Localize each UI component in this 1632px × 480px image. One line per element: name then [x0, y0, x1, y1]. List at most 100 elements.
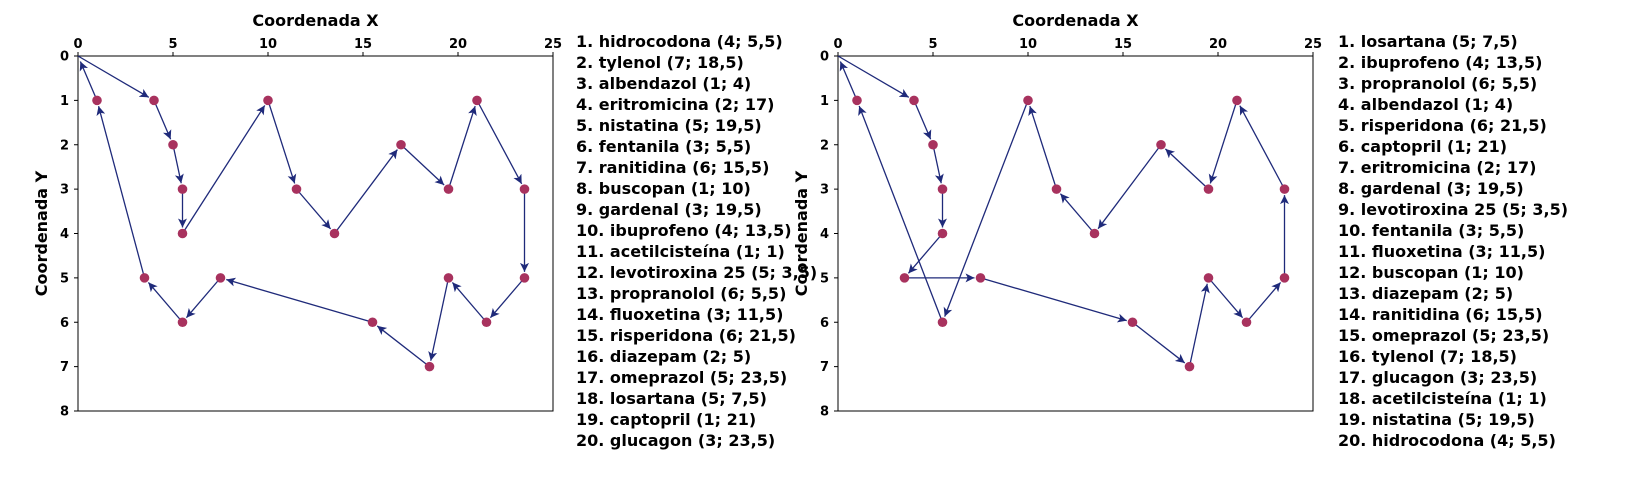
route-arrow [1028, 105, 1058, 190]
legend-item: 2. tylenol (7; 18,5) [576, 53, 744, 72]
data-point [263, 95, 273, 106]
data-point [149, 95, 159, 106]
legend-item: 17. glucagon (3; 23,5) [1338, 368, 1538, 387]
legend-item: 6. fentanila (3; 5,5) [576, 137, 752, 156]
legend-item: 16. diazepam (2; 5) [576, 347, 752, 366]
y-tick-label: 7 [820, 360, 829, 375]
y-tick-label: 3 [60, 183, 69, 198]
legend-item: 9. levotiroxina 25 (5; 3,5) [1338, 200, 1569, 219]
x-tick-label: 15 [354, 37, 372, 52]
route-legend: 1. hidrocodona (4; 5,5) 2. tylenol (7; 18… [576, 31, 817, 451]
route-arrow [267, 100, 297, 184]
data-point [937, 317, 948, 328]
x-tick-label: 10 [259, 37, 277, 52]
data-point [519, 184, 530, 194]
legend-item: 2. ibuprofeno (4; 13,5) [1338, 53, 1543, 72]
x-tick-label: 0 [73, 37, 82, 52]
route-arrow [980, 277, 1127, 323]
route-arrow [1208, 277, 1244, 319]
legend-item: 14. fluoxetina (3; 11,5) [576, 305, 784, 324]
data-point [1051, 184, 1062, 194]
data-point [899, 273, 910, 283]
y-tick-label: 7 [60, 360, 69, 375]
route-arrow [1132, 321, 1186, 364]
route-arrow [333, 149, 398, 234]
data-point [1232, 95, 1242, 106]
route-arrow [153, 100, 172, 140]
y-tick-label: 4 [820, 227, 829, 242]
x-tick-label: 20 [1209, 37, 1227, 52]
legend-item: 13. propranolol (6; 5,5) [576, 284, 787, 303]
data-point [443, 273, 454, 283]
route-arrow [1208, 100, 1238, 184]
route-arrow [1059, 193, 1095, 234]
route-arrow [79, 61, 98, 101]
route-arrow [839, 61, 858, 101]
data-point [852, 95, 862, 106]
x-tick-label: 5 [928, 37, 937, 52]
data-point [937, 228, 948, 239]
x-tick-label: 25 [544, 37, 562, 52]
data-point [1127, 317, 1138, 328]
data-point [975, 273, 986, 283]
x-tick-label: 5 [168, 37, 177, 52]
legend-item: 7. ranitidina (6; 15,5) [576, 158, 770, 177]
route-arrow [296, 188, 332, 230]
legend-item: 12. buscopan (1; 10) [1338, 263, 1524, 282]
x-axis-title: Coordenada X [252, 11, 379, 30]
data-point [481, 317, 492, 328]
route-arrow [907, 233, 943, 274]
legend-item: 5. nistatina (5; 19,5) [576, 116, 762, 135]
y-tick-label: 6 [820, 316, 829, 331]
legend-item: 19. captopril (1; 21) [576, 410, 757, 429]
route-arrow [1246, 282, 1282, 323]
legend-item: 19. nistatina (5; 19,5) [1338, 410, 1535, 429]
route-arrow [226, 277, 373, 323]
data-point [177, 228, 188, 239]
data-point [443, 184, 454, 194]
data-point [215, 273, 226, 283]
legend-item: 10. fentanila (3; 5,5) [1338, 221, 1525, 240]
legend-item: 17. omeprazol (5; 23,5) [576, 368, 788, 387]
route-arrow [837, 55, 910, 98]
route-arrow [428, 277, 450, 361]
route-arrow [1097, 144, 1162, 230]
data-point [367, 317, 378, 328]
data-point [928, 139, 938, 150]
y-tick-label: 2 [60, 138, 69, 153]
data-point [177, 317, 188, 328]
data-point [1203, 273, 1214, 283]
route-legend: 1. losartana (5; 7,5) 2. ibuprofeno (4; 1… [1338, 31, 1568, 451]
legend-item: 7. eritromicina (2; 17) [1338, 158, 1537, 177]
data-point [519, 273, 530, 283]
route-arrow [96, 106, 146, 279]
y-axis-title: Coordenada Y [32, 170, 51, 296]
route-arrow [913, 100, 932, 140]
legend-item: 3. propranolol (6; 5,5) [1338, 74, 1538, 93]
route-arrow [489, 277, 525, 319]
data-point [424, 361, 435, 372]
y-tick-label: 5 [820, 271, 829, 286]
legend-item: 6. captopril (1; 21) [1338, 137, 1508, 156]
y-tick-label: 1 [60, 94, 69, 109]
route-arrow [1164, 148, 1209, 190]
data-point [1156, 139, 1166, 150]
route-arrow [858, 105, 944, 323]
data-point [329, 228, 340, 239]
route-arrow [147, 282, 183, 323]
data-point [1279, 184, 1290, 194]
legend-item: 4. eritromicina (2; 17) [576, 95, 775, 114]
y-tick-label: 5 [60, 271, 69, 286]
data-point [168, 139, 178, 150]
y-tick-label: 0 [820, 50, 829, 65]
legend-item: 14. ranitidina (6; 15,5) [1338, 305, 1543, 324]
legend-item: 10. ibuprofeno (4; 13,5) [576, 221, 792, 240]
x-tick-label: 25 [1304, 37, 1322, 52]
legend-item: 1. losartana (5; 7,5) [1338, 32, 1518, 51]
x-tick-label: 0 [833, 37, 842, 52]
x-axis-title: Coordenada X [1012, 11, 1139, 30]
y-tick-label: 2 [820, 138, 829, 153]
